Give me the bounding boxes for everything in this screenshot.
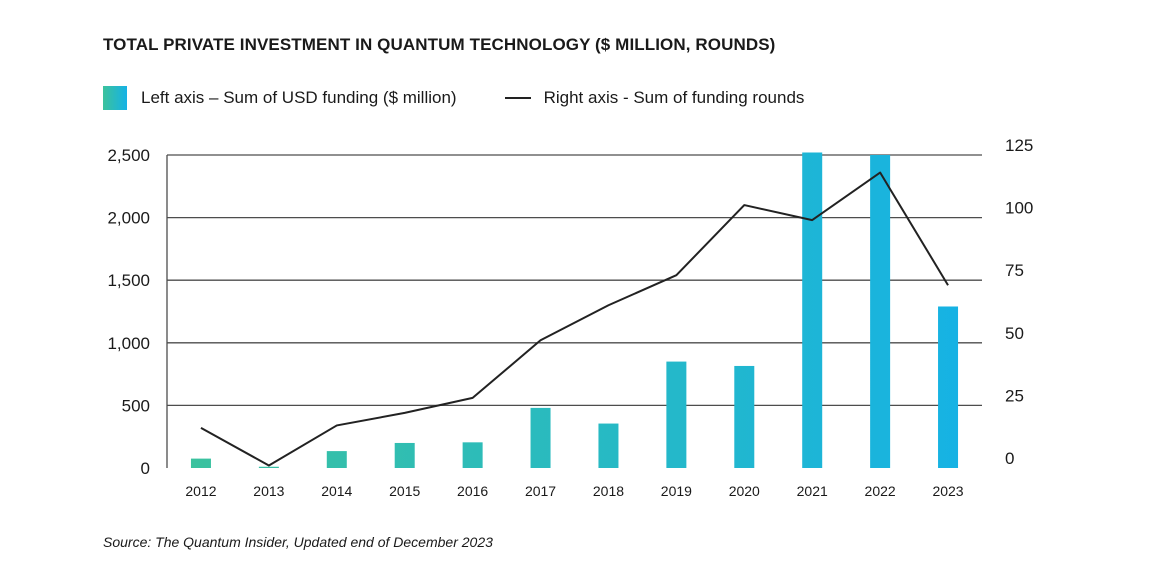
bar (802, 152, 823, 468)
legend-bar-label: Left axis – Sum of USD funding ($ millio… (141, 88, 457, 107)
right-tick-label: 75 (1005, 261, 1024, 280)
right-tick-label: 100 (1005, 199, 1033, 218)
bar (598, 423, 619, 468)
x-tick-label: 2016 (457, 483, 488, 499)
chart-legend: Left axis – Sum of USD funding ($ millio… (103, 86, 804, 110)
bar (870, 155, 891, 468)
left-tick-label: 0 (141, 459, 150, 478)
right-tick-label: 25 (1005, 386, 1024, 405)
chart-title: TOTAL PRIVATE INVESTMENT IN QUANTUM TECH… (103, 35, 776, 54)
chart-source: Source: The Quantum Insider, Updated end… (103, 534, 493, 550)
right-tick-label: 0 (1005, 449, 1014, 468)
right-tick-label: 125 (1005, 136, 1033, 155)
bar (394, 442, 415, 468)
bar (190, 458, 211, 468)
left-tick-label: 500 (122, 396, 150, 415)
x-tick-label: 2012 (185, 483, 216, 499)
legend-bar-swatch (103, 86, 127, 110)
right-tick-label: 50 (1005, 324, 1024, 343)
x-tick-label: 2018 (593, 483, 624, 499)
left-tick-label: 1,000 (107, 334, 150, 353)
bar (326, 451, 347, 468)
bar (530, 407, 551, 468)
bar (666, 361, 687, 468)
x-tick-label: 2015 (389, 483, 420, 499)
x-tick-label: 2014 (321, 483, 352, 499)
funding-rounds-line (200, 171, 949, 467)
bar (258, 466, 279, 468)
x-tick-label: 2023 (932, 483, 963, 499)
x-tick-label: 2022 (865, 483, 896, 499)
bar (938, 306, 959, 468)
bar (734, 365, 755, 468)
legend-line-swatch (504, 97, 531, 99)
x-tick-label: 2020 (729, 483, 760, 499)
bar (462, 442, 483, 468)
left-tick-label: 2,000 (107, 209, 150, 228)
x-tick-label: 2017 (525, 483, 556, 499)
x-tick-label: 2021 (797, 483, 828, 499)
x-tick-label: 2013 (253, 483, 284, 499)
left-tick-label: 1,500 (107, 271, 150, 290)
x-tick-label: 2019 (661, 483, 692, 499)
left-tick-label: 2,500 (107, 146, 150, 165)
legend-line-label: Right axis - Sum of funding rounds (543, 88, 805, 107)
